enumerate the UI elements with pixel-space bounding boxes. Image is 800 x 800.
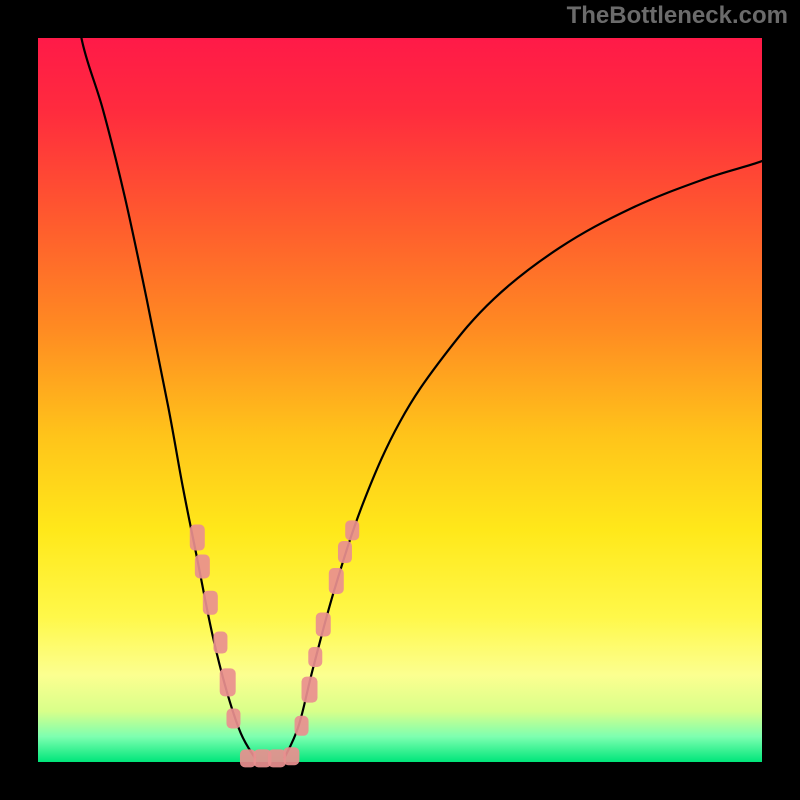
watermark-text: TheBottleneck.com: [567, 2, 788, 30]
marker-point: [268, 749, 286, 767]
marker-point: [316, 612, 331, 636]
marker-point: [329, 568, 344, 594]
curve-layer: [0, 0, 800, 800]
marker-point: [220, 668, 236, 696]
marker-point: [308, 647, 322, 667]
marker-point: [195, 555, 210, 579]
marker-point: [203, 591, 218, 615]
marker-point: [302, 677, 318, 703]
markers-group: [190, 520, 359, 767]
marker-point: [295, 716, 309, 736]
curve-left-branch: [74, 0, 255, 758]
chart-container: TheBottleneck.com: [0, 0, 800, 800]
curve-right-branch: [284, 147, 791, 759]
marker-point: [345, 520, 359, 540]
marker-point: [226, 709, 240, 729]
marker-point: [190, 525, 205, 551]
marker-point: [338, 541, 352, 563]
marker-point: [213, 632, 227, 654]
marker-point: [283, 747, 299, 765]
